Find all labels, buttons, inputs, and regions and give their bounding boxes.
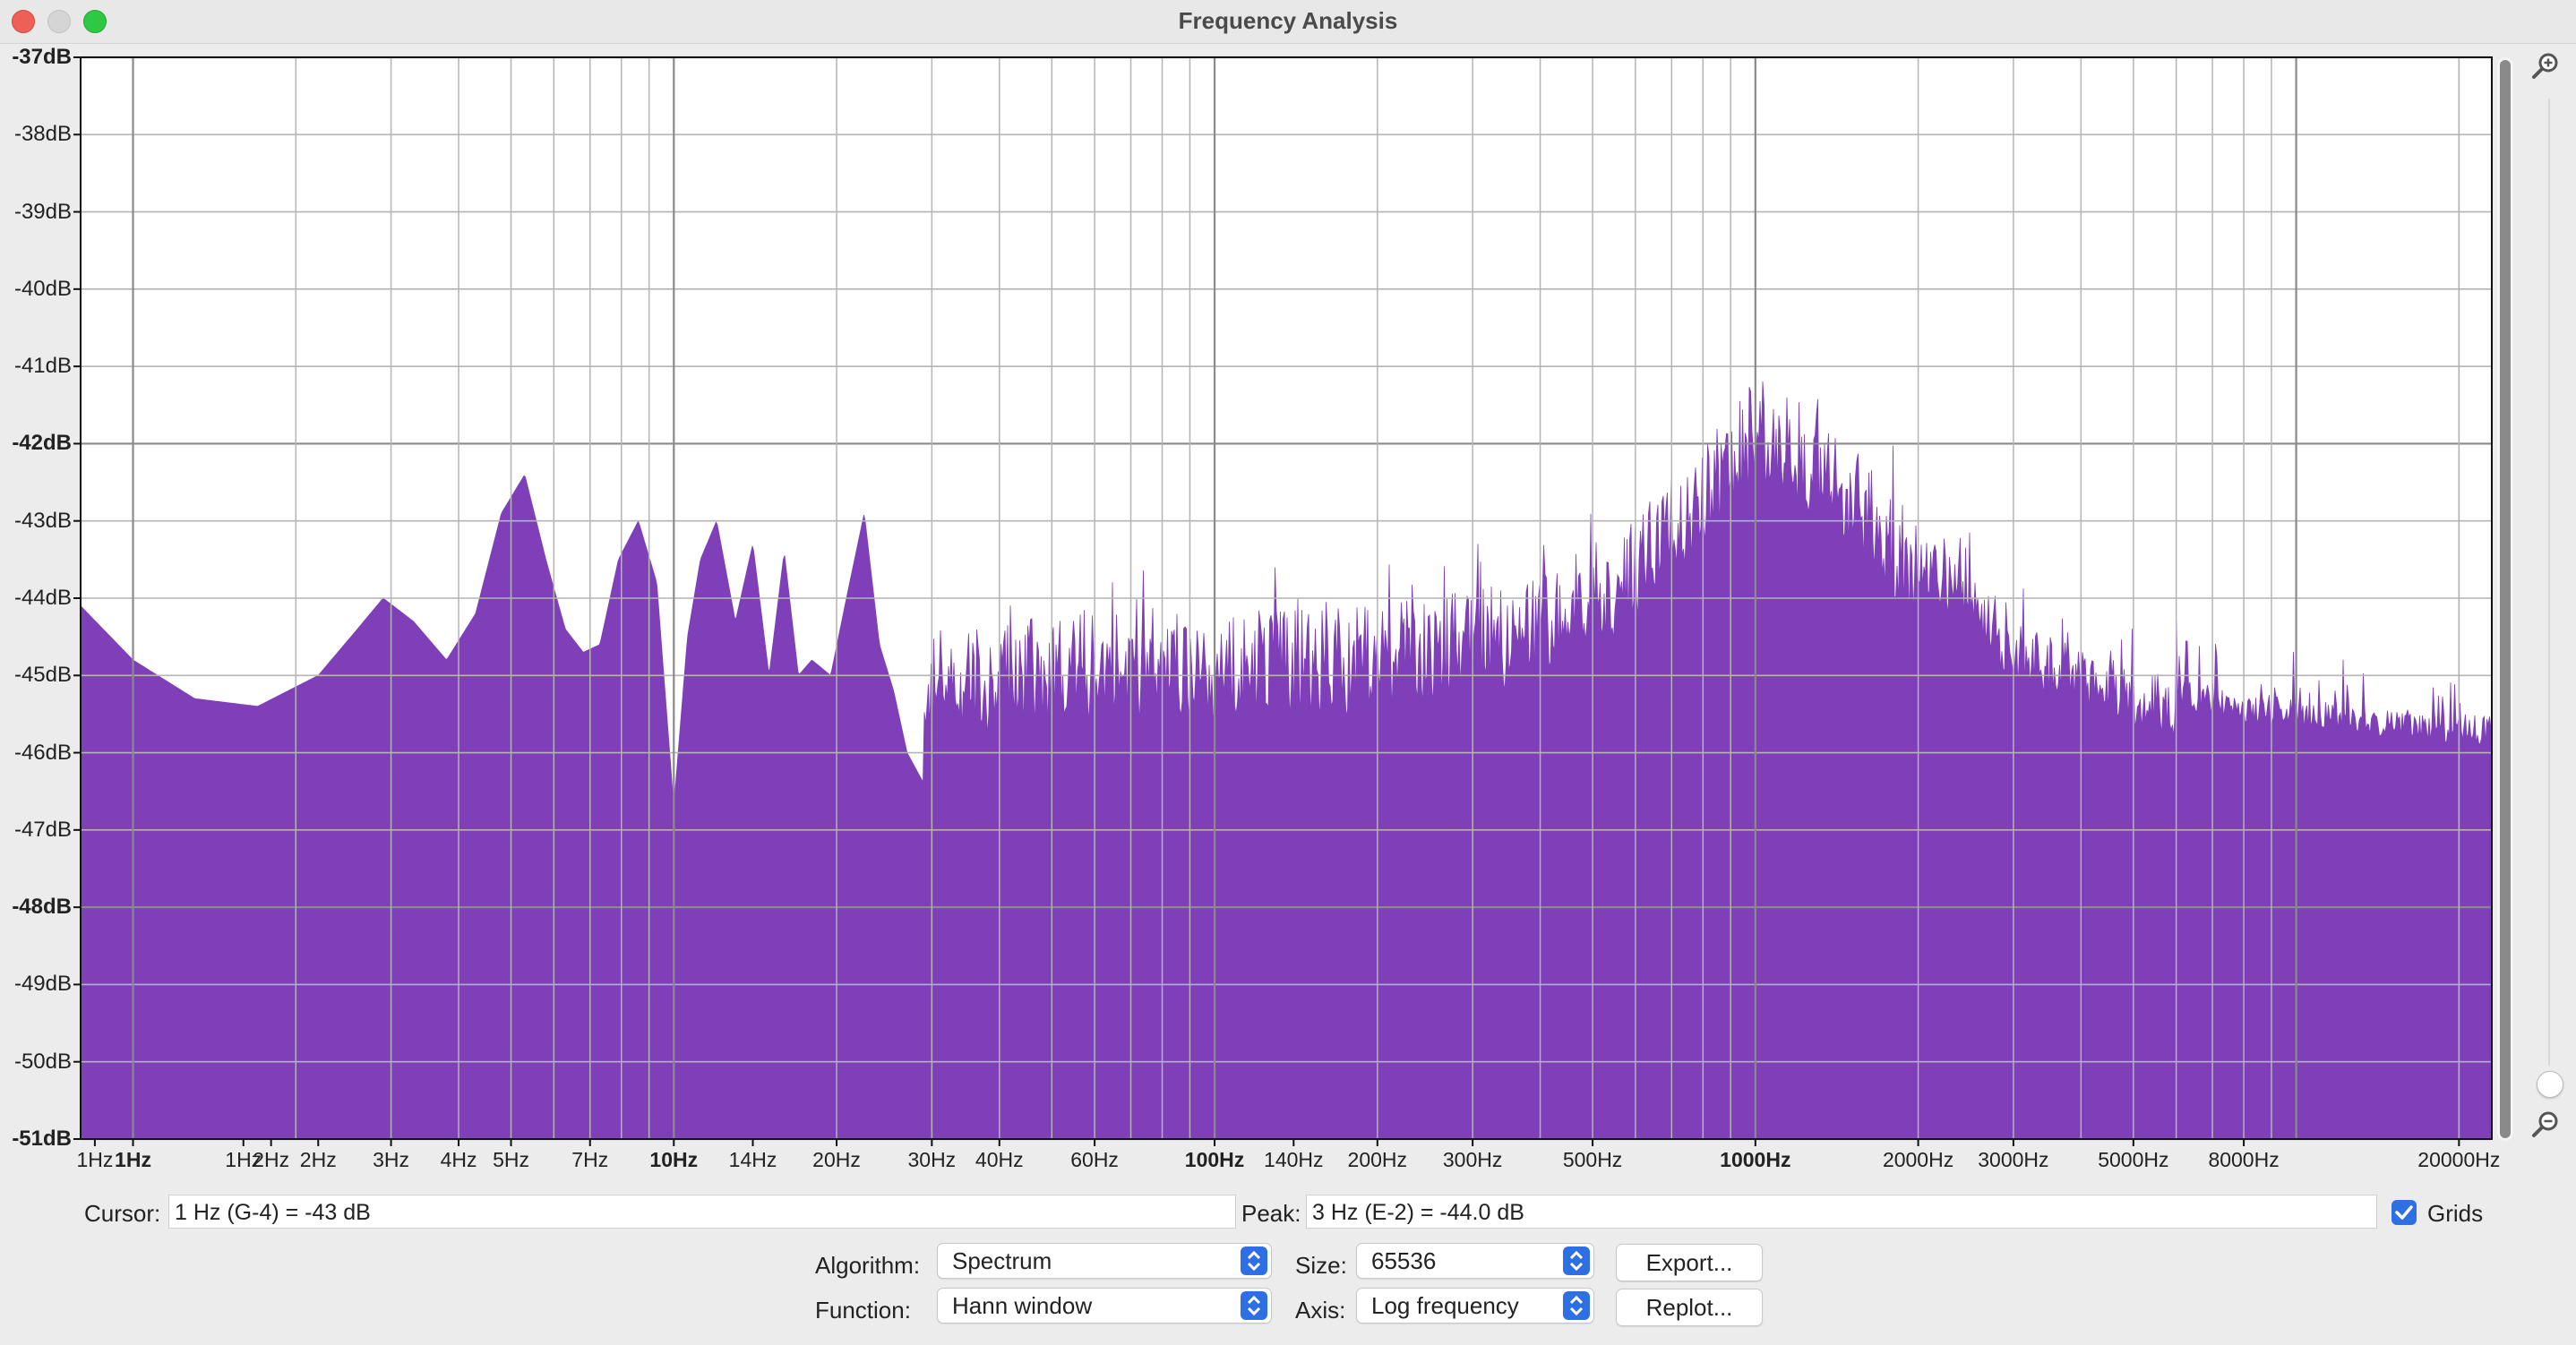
x-tick-label: 20Hz: [812, 1148, 861, 1171]
y-tick-label: -50dB: [13, 1049, 72, 1074]
algorithm-label: Algorithm:: [815, 1252, 921, 1279]
function-select[interactable]: Hann window: [937, 1288, 1272, 1324]
function-select-value: Hann window: [952, 1292, 1093, 1319]
x-tick-label: 3Hz: [373, 1148, 410, 1171]
x-tick-label: 8000Hz: [2208, 1148, 2280, 1171]
x-tick-label: 40Hz: [975, 1148, 1024, 1171]
x-tick-label: 1000Hz: [1720, 1148, 1791, 1171]
updown-chevron-icon: [1241, 1246, 1267, 1275]
y-tick-label: -37dB: [12, 45, 72, 69]
x-tick-label: 200Hz: [1347, 1148, 1408, 1171]
zoom-slider-track[interactable]: [2548, 99, 2550, 1066]
export-button[interactable]: Export...: [1616, 1244, 1763, 1281]
maximize-window-button[interactable]: [83, 10, 107, 33]
x-tick-label: 2000Hz: [1882, 1148, 1954, 1171]
x-tick-label: 500Hz: [1562, 1148, 1623, 1171]
x-tick-label: 4Hz: [440, 1148, 477, 1171]
x-tick-label: 2Hz: [253, 1148, 290, 1171]
function-label: Function:: [815, 1297, 911, 1324]
x-tick-label: 30Hz: [907, 1148, 957, 1171]
updown-chevron-icon: [1241, 1291, 1267, 1320]
grids-label: Grids: [2427, 1200, 2484, 1227]
x-tick-label: 3000Hz: [1978, 1148, 2049, 1171]
axis-select-value: Log frequency: [1371, 1292, 1519, 1319]
updown-chevron-icon: [1563, 1291, 1590, 1320]
y-tick-label: -41dB: [13, 354, 72, 379]
y-tick-label: -39dB: [13, 199, 72, 224]
algorithm-select[interactable]: Spectrum: [937, 1243, 1272, 1279]
y-tick-label: -44dB: [13, 586, 72, 610]
x-tick-label: 60Hz: [1070, 1148, 1119, 1171]
y-tick-label: -43dB: [13, 508, 72, 533]
zoom-out-icon[interactable]: [2529, 1109, 2562, 1141]
x-tick-label: 5000Hz: [2098, 1148, 2169, 1171]
y-tick-label: -42dB: [12, 431, 72, 456]
y-tick-label: -51dB: [12, 1127, 72, 1151]
y-tick-label: -45dB: [13, 663, 72, 688]
axis-select[interactable]: Log frequency: [1356, 1288, 1594, 1324]
x-tick-label: 1Hz: [115, 1148, 151, 1171]
y-tick-label: -40dB: [13, 276, 72, 301]
y-tick-label: -49dB: [13, 972, 72, 997]
replot-button[interactable]: Replot...: [1616, 1289, 1763, 1326]
x-tick-label: 1Hz: [225, 1148, 262, 1171]
x-tick-label: 300Hz: [1442, 1148, 1503, 1171]
x-tick-label: 14Hz: [728, 1148, 777, 1171]
spectrum-series-fill: [80, 381, 2493, 1140]
size-select-value: 65536: [1371, 1247, 1437, 1274]
y-tick-label: -48dB: [12, 895, 72, 920]
close-window-button[interactable]: [12, 10, 35, 33]
updown-chevron-icon: [1563, 1246, 1590, 1275]
y-tick-label: -46dB: [13, 740, 72, 765]
x-tick-label: 20000Hz: [2417, 1148, 2501, 1171]
x-tick-label: 10Hz: [649, 1148, 699, 1171]
size-label: Size:: [1295, 1252, 1347, 1279]
minimize-window-button[interactable]: [47, 10, 71, 33]
vertical-scrollbar-thumb[interactable]: [2500, 60, 2511, 1138]
y-tick-label: -47dB: [13, 817, 72, 842]
peak-label: Peak:: [1241, 1200, 1301, 1227]
grids-checkbox[interactable]: [2391, 1200, 2417, 1225]
title-bar: Frequency Analysis: [0, 0, 2576, 44]
algorithm-select-value: Spectrum: [952, 1247, 1052, 1274]
checkmark-icon: [2395, 1205, 2413, 1220]
x-tick-label: 100Hz: [1184, 1148, 1245, 1171]
x-tick-label: 2Hz: [299, 1148, 337, 1171]
cursor-label: Cursor:: [84, 1200, 161, 1227]
axis-label: Axis:: [1295, 1297, 1346, 1324]
zoom-slider-knob[interactable]: [2537, 1071, 2563, 1098]
x-tick-label: 140Hz: [1264, 1148, 1324, 1171]
peak-readout-field: 3 Hz (E-2) = -44.0 dB: [1306, 1195, 2377, 1229]
x-tick-label: 7Hz: [571, 1148, 609, 1171]
zoom-in-icon[interactable]: [2529, 50, 2562, 82]
cursor-readout-field: 1 Hz (G-4) = -43 dB: [168, 1195, 1236, 1229]
x-tick-label: 5Hz: [493, 1148, 529, 1171]
size-select[interactable]: 65536: [1356, 1243, 1594, 1279]
x-tick-label: 1Hz: [76, 1148, 114, 1171]
y-tick-label: -38dB: [13, 122, 72, 147]
window-title: Frequency Analysis: [1178, 7, 1398, 34]
